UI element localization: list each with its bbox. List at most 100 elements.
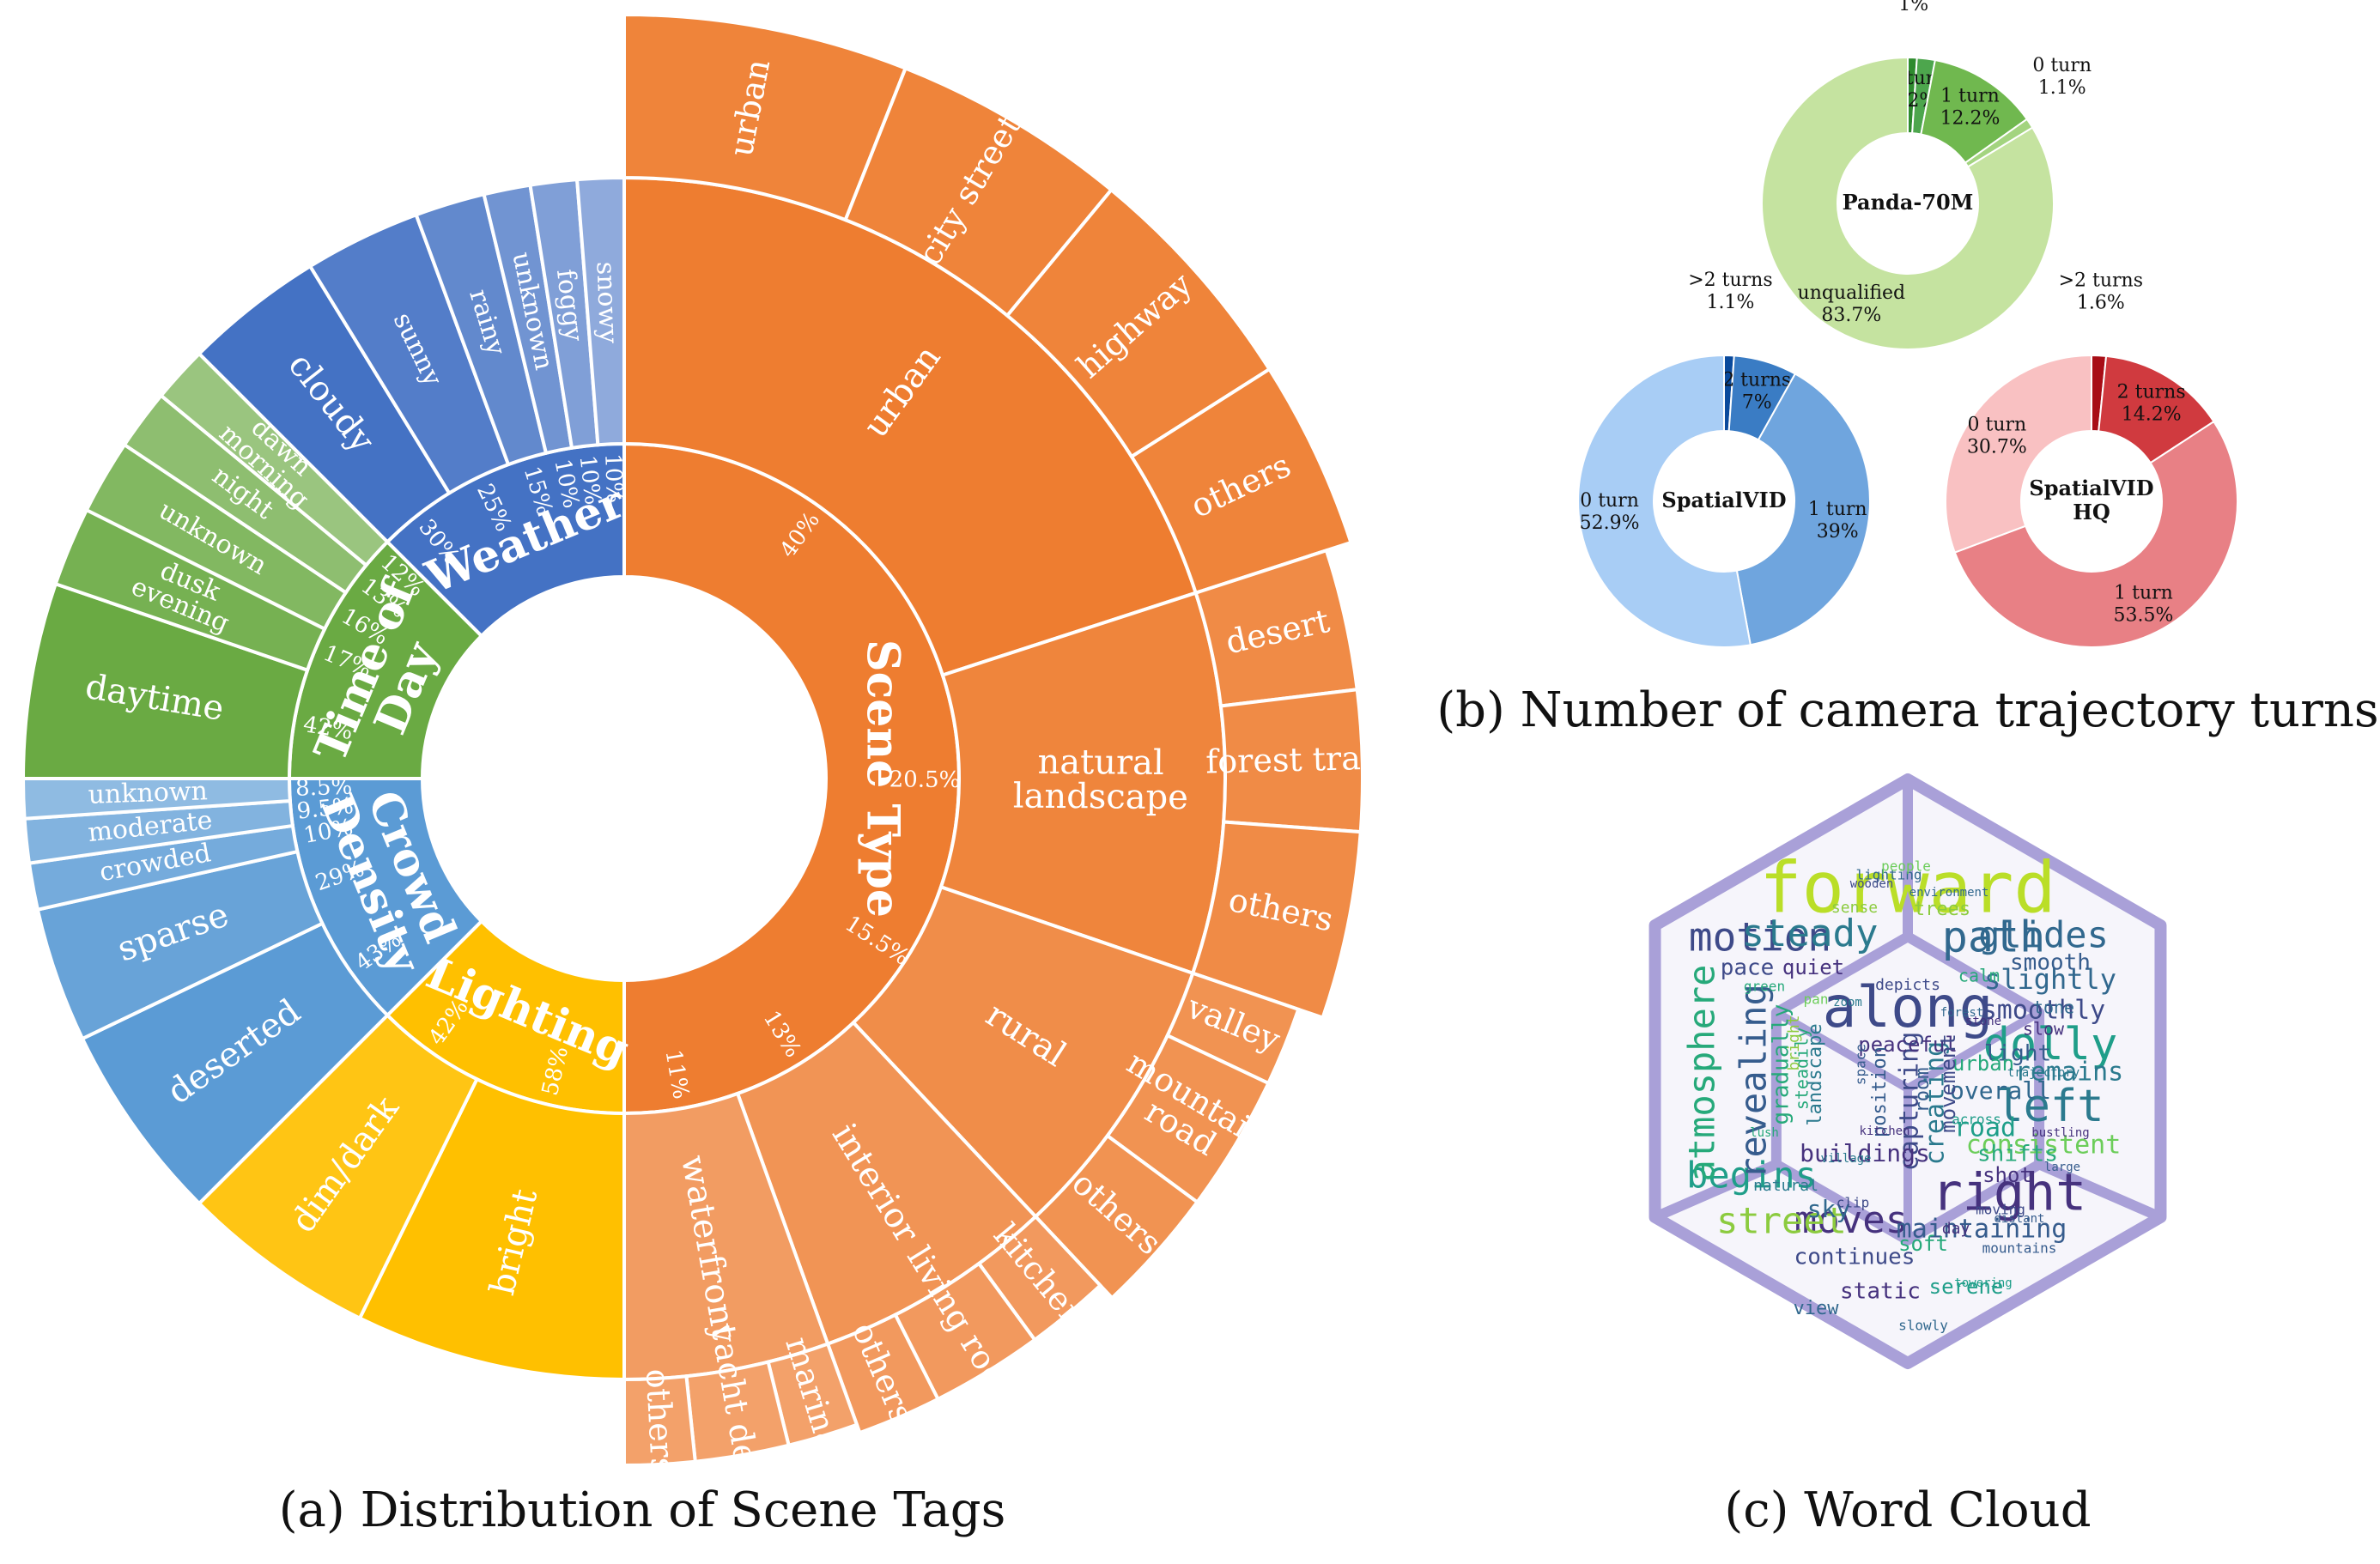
- word-pan: pan: [1804, 991, 1829, 1008]
- word-static: static: [1840, 1279, 1921, 1305]
- word-forest: forest: [1940, 1006, 1984, 1020]
- word-bright: bright: [1785, 1015, 1803, 1070]
- donut-spatialvid-hq: >2 turns 1.6% 2 turns 14.2% 1 turn 53.5% 0 tur…: [1945, 270, 2239, 649]
- word-slightly: slightly: [1984, 963, 2116, 996]
- word-left: left: [1996, 1081, 2104, 1132]
- sub-label-scene-type-natural-landscape: natural landscape: [1013, 743, 1189, 818]
- word-trajectory: trajectory: [2007, 1066, 2079, 1080]
- word-right: right: [1932, 1163, 2087, 1223]
- slice-label-spatialvid-hq-1-turn: 1 turn 53.5%: [2114, 583, 2174, 627]
- word-zoom: zoom: [1833, 996, 1862, 1009]
- word-towering: towering: [1954, 1276, 2012, 1290]
- word-day: day: [1942, 1220, 1970, 1238]
- leaf-label-waterfront-others: others: [639, 1367, 682, 1475]
- word-space: space: [1853, 1044, 1869, 1085]
- segment-group-weather: cloudy30%sunny25%rainy15%unknown10%foggy…: [197, 175, 632, 639]
- word-people: people: [1881, 858, 1931, 875]
- donut-title-spatialvid: SpatialVID: [1661, 488, 1786, 512]
- word-stone: stone: [1965, 1015, 2001, 1028]
- slice-label-spatialvid-0-turn: 0 turn 52.9%: [1580, 490, 1640, 534]
- word-slowly: slowly: [1898, 1318, 1948, 1334]
- word-maintaining: maintaining: [1897, 1215, 2067, 1245]
- word-steadily: steadily: [1792, 1028, 1812, 1110]
- slice-spatialvid-hq-1-turn: [1953, 420, 2239, 649]
- word-smoothly: smoothly: [1982, 996, 2106, 1026]
- slice-label-spatialvid-2-turns: >2 turns 1.1%: [1688, 270, 1772, 313]
- word-along: along: [1823, 974, 1994, 1040]
- word-distant: distant: [1994, 1212, 2044, 1226]
- cube-edge-2: [1653, 1159, 1779, 1222]
- word-position: position: [1869, 1046, 1891, 1137]
- word-lush: lush: [1750, 1126, 1779, 1140]
- word-landscape: landscape: [1805, 1023, 1826, 1125]
- word-soft: soft: [1898, 1232, 1948, 1256]
- caption-b: (b) Number of camera trajectory turns: [1436, 682, 2378, 738]
- word-overall: overall: [1950, 1076, 2051, 1105]
- cube-inner-edge-c: [1774, 1009, 1910, 1093]
- word-sky: sky: [1807, 1195, 1851, 1223]
- word-creating: creating: [1921, 1041, 1951, 1166]
- slice-label-spatialvid-1-turn: 1 turn 39%: [1808, 499, 1867, 543]
- leaf-label-natural-landscape-forest-trail: forest trail: [1205, 738, 1382, 780]
- word-urban: urban: [1952, 1052, 2014, 1076]
- word-buildings: buildings: [1800, 1139, 1930, 1167]
- word-peaceful: peaceful: [1858, 1033, 1958, 1057]
- word-pace: pace: [1721, 955, 1775, 981]
- word-light: light: [1984, 1041, 2051, 1067]
- donut-spatialvid: >2 turns 1.1% 2 turns 7% 1 turn 39% 0 turn 52.9…: [1576, 270, 1871, 648]
- word-smooth: smooth: [2010, 950, 2091, 976]
- word-consistent: consistent: [1966, 1131, 2122, 1161]
- word-across: across: [1952, 1112, 2001, 1128]
- word-trees: trees: [1914, 899, 1970, 920]
- slice-label-spatialvid-2-turns: 2 turns 7%: [1722, 370, 1791, 414]
- word-remains: remains: [2015, 1058, 2123, 1088]
- word-glides: glides: [1978, 914, 2109, 956]
- word-quiet: quiet: [1782, 955, 1844, 979]
- slice-label-panda-70m-0-turn: 0 turn 1.1%: [2032, 55, 2092, 99]
- sub-label-weather-snowy: snowy: [590, 261, 623, 344]
- word-continues: continues: [1794, 1245, 1916, 1270]
- word-movement: movement: [1936, 1034, 1960, 1133]
- word-serene: serene: [1929, 1275, 2004, 1299]
- word-calm: calm: [1958, 966, 2000, 986]
- word-bustling: bustling: [2031, 1126, 2089, 1140]
- sub-percent-scene-type-natural-landscape: 20.5%: [889, 767, 961, 793]
- cube-outline: [1648, 773, 2167, 1369]
- word-tone: tone: [2033, 997, 2074, 1018]
- word-path: path: [1942, 912, 2045, 962]
- word-shot: shot: [1982, 1163, 2032, 1187]
- slice-spatialvid-1-turn: [1735, 373, 1871, 646]
- slice-label-spatialvid-hq-0-turn: 0 turn 30.7%: [1967, 415, 2027, 458]
- word-shifts: shifts: [1977, 1142, 2058, 1167]
- sub-ring-weather-snowy: [574, 175, 626, 447]
- caption-a: (a) Distribution of Scene Tags: [279, 1482, 1006, 1538]
- caption-c: (c) Word Cloud: [1724, 1482, 2091, 1538]
- slice-label-panda-70m-unqualified: unqualified 83.7%: [1798, 282, 1906, 326]
- category-label-scene-type: Scene Type: [857, 640, 909, 918]
- word-dolly: dolly: [1983, 1019, 2118, 1070]
- donut-title-panda-70m: Panda-70M: [1843, 190, 1974, 215]
- word-gradually: gradually: [1769, 1004, 1794, 1125]
- sub-label-crowd-density-unknown: unknown: [88, 776, 208, 810]
- sub-percent-weather-snowy: 10%: [599, 453, 627, 504]
- slice-spatialvid-hq-0-turn: [1945, 354, 2092, 554]
- word-road: road: [1954, 1113, 2016, 1143]
- word-steady: steady: [1742, 912, 1879, 955]
- word-capturing: capturing: [1895, 1032, 1925, 1172]
- segment-group-time-of-day: daytime 42%duskevening17%unknown16%night1…: [21, 351, 484, 780]
- word-wooden: wooden: [1850, 877, 1894, 891]
- word-atmosphere: atmosphere: [1681, 965, 1723, 1182]
- word-clip: clip: [1837, 1195, 1870, 1211]
- word-forward: forward: [1759, 847, 2056, 929]
- word-motion: motion: [1689, 914, 1831, 961]
- word-cloud: forwardalongrightleftdollypathmotionstea…: [1648, 773, 2167, 1369]
- word-room: room: [1912, 1068, 1934, 1113]
- word-revealing: revealing: [1733, 984, 1775, 1179]
- word-mountains: mountains: [1982, 1240, 2057, 1257]
